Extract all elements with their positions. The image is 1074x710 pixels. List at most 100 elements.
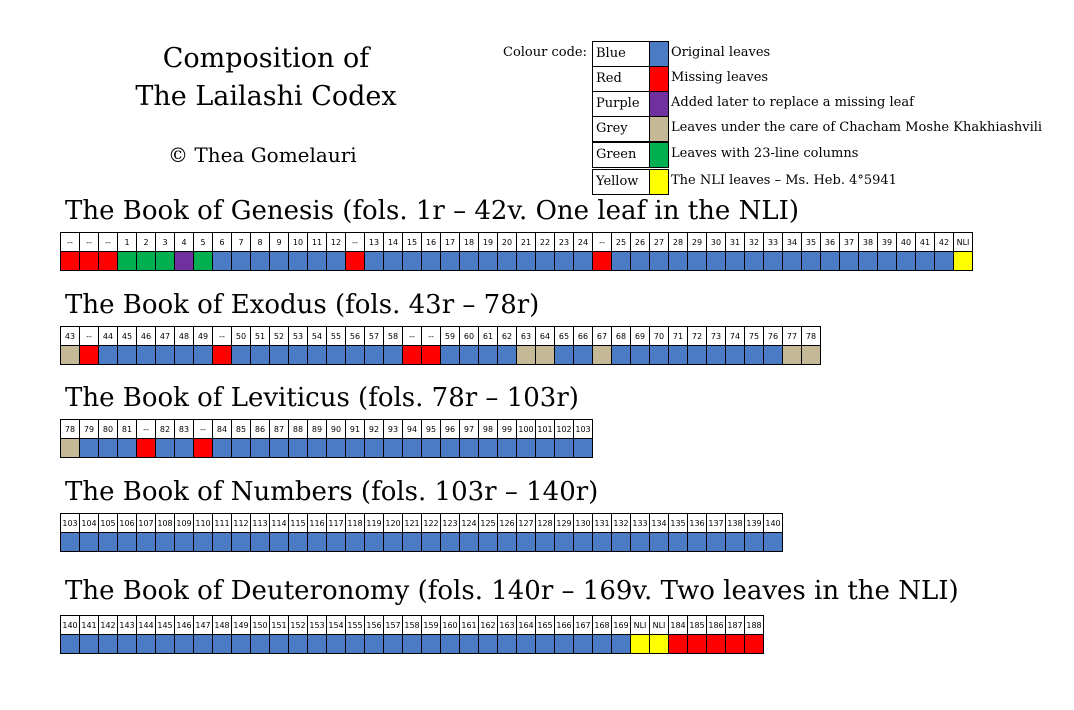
folio-status-cell — [554, 345, 574, 365]
folio-status-cell — [383, 438, 403, 458]
folio-status-cell — [136, 345, 156, 365]
folio-status-cell — [231, 251, 251, 271]
folio-status-cell — [60, 532, 80, 552]
folio-status-cell — [288, 438, 308, 458]
folio-label: 13 — [364, 232, 384, 252]
folio-label: 157 — [383, 615, 403, 635]
folio-label: 61 — [478, 326, 498, 346]
folio-status-cell — [877, 251, 897, 271]
folio-status-cell — [155, 345, 175, 365]
folio-status-cell — [801, 251, 821, 271]
folio-status-cell — [98, 532, 118, 552]
folio-status-cell — [611, 345, 631, 365]
folio-status-cell — [421, 634, 441, 654]
folio-status-cell — [79, 438, 99, 458]
folio-status-cell — [402, 345, 422, 365]
folio-label: 39 — [877, 232, 897, 252]
folio-label: 119 — [364, 513, 384, 533]
folio-status-cell — [630, 345, 650, 365]
folio-status-cell — [212, 345, 232, 365]
folio-status-cell — [60, 438, 80, 458]
folio-label: 93 — [383, 419, 403, 439]
folio-status-cell — [288, 634, 308, 654]
folio-status-cell — [155, 634, 175, 654]
folio-status-cell — [364, 634, 384, 654]
folio-status-cell — [98, 634, 118, 654]
folio-label: 139 — [744, 513, 764, 533]
folio-status-cell — [383, 634, 403, 654]
folio-label: 188 — [744, 615, 764, 635]
folio-status-cell — [516, 532, 536, 552]
folio-status-cell — [459, 532, 479, 552]
folio-label: 22 — [535, 232, 555, 252]
leviticus-title: The Book of Leviticus (fols. 78r – 103r) — [65, 383, 579, 413]
folio-label: 96 — [440, 419, 460, 439]
folio-status-cell — [250, 251, 270, 271]
folio-status-cell — [79, 532, 99, 552]
folio-status-cell — [288, 251, 308, 271]
folio-label: 7 — [231, 232, 251, 252]
folio-label: 52 — [269, 326, 289, 346]
folio-status-cell — [136, 634, 156, 654]
folio-label: 77 — [782, 326, 802, 346]
title-block: Composition of The Lailashi Codex — [80, 40, 452, 116]
folio-label: 74 — [725, 326, 745, 346]
folio-label: 99 — [497, 419, 517, 439]
folio-label: 65 — [554, 326, 574, 346]
folio-label: 26 — [630, 232, 650, 252]
folio-label: 24 — [573, 232, 593, 252]
folio-status-cell — [478, 251, 498, 271]
folio-label: -- — [98, 232, 118, 252]
folio-status-cell — [326, 438, 346, 458]
folio-status-cell — [763, 345, 783, 365]
folio-status-cell — [516, 438, 536, 458]
folio-label: 117 — [326, 513, 346, 533]
folio-label: 141 — [79, 615, 99, 635]
folio-label: 130 — [573, 513, 593, 533]
folio-status-cell — [136, 532, 156, 552]
folio-label: 45 — [117, 326, 137, 346]
folio-label: 8 — [250, 232, 270, 252]
folio-label: 33 — [763, 232, 783, 252]
folio-status-cell — [364, 532, 384, 552]
folio-status-cell — [326, 532, 346, 552]
folio-label: 103 — [573, 419, 593, 439]
folio-status-cell — [763, 251, 783, 271]
folio-status-cell — [554, 634, 574, 654]
folio-status-cell — [649, 345, 669, 365]
folio-status-cell — [459, 438, 479, 458]
folio-label: 81 — [117, 419, 137, 439]
folio-status-cell — [193, 251, 213, 271]
legend-description: The NLI leaves – Ms. Heb. 4°5941 — [671, 173, 897, 188]
folio-label: 38 — [858, 232, 878, 252]
folio-label: 25 — [611, 232, 631, 252]
folio-status-cell — [440, 251, 460, 271]
folio-status-cell — [668, 634, 688, 654]
folio-label: 105 — [98, 513, 118, 533]
legend-color-name: Yellow — [592, 169, 653, 195]
folio-label: 20 — [497, 232, 517, 252]
folio-label: 34 — [782, 232, 802, 252]
folio-status-cell — [497, 438, 517, 458]
folio-label: 149 — [231, 615, 251, 635]
folio-status-cell — [269, 345, 289, 365]
folio-status-cell — [79, 634, 99, 654]
folio-label: 75 — [744, 326, 764, 346]
folio-label: 110 — [193, 513, 213, 533]
folio-label: 56 — [345, 326, 365, 346]
folio-status-cell — [839, 251, 859, 271]
folio-label: 43 — [60, 326, 80, 346]
folio-status-cell — [174, 345, 194, 365]
folio-label: 128 — [535, 513, 555, 533]
folio-label: 16 — [421, 232, 441, 252]
folio-label: 151 — [269, 615, 289, 635]
legend-swatch-blue — [649, 41, 669, 67]
folio-status-cell — [193, 634, 213, 654]
folio-label: 155 — [345, 615, 365, 635]
folio-status-cell — [592, 345, 612, 365]
folio-status-cell — [744, 345, 764, 365]
folio-status-cell — [668, 532, 688, 552]
folio-status-cell — [402, 634, 422, 654]
legend-color-name: Red — [592, 66, 653, 92]
folio-status-cell — [516, 251, 536, 271]
